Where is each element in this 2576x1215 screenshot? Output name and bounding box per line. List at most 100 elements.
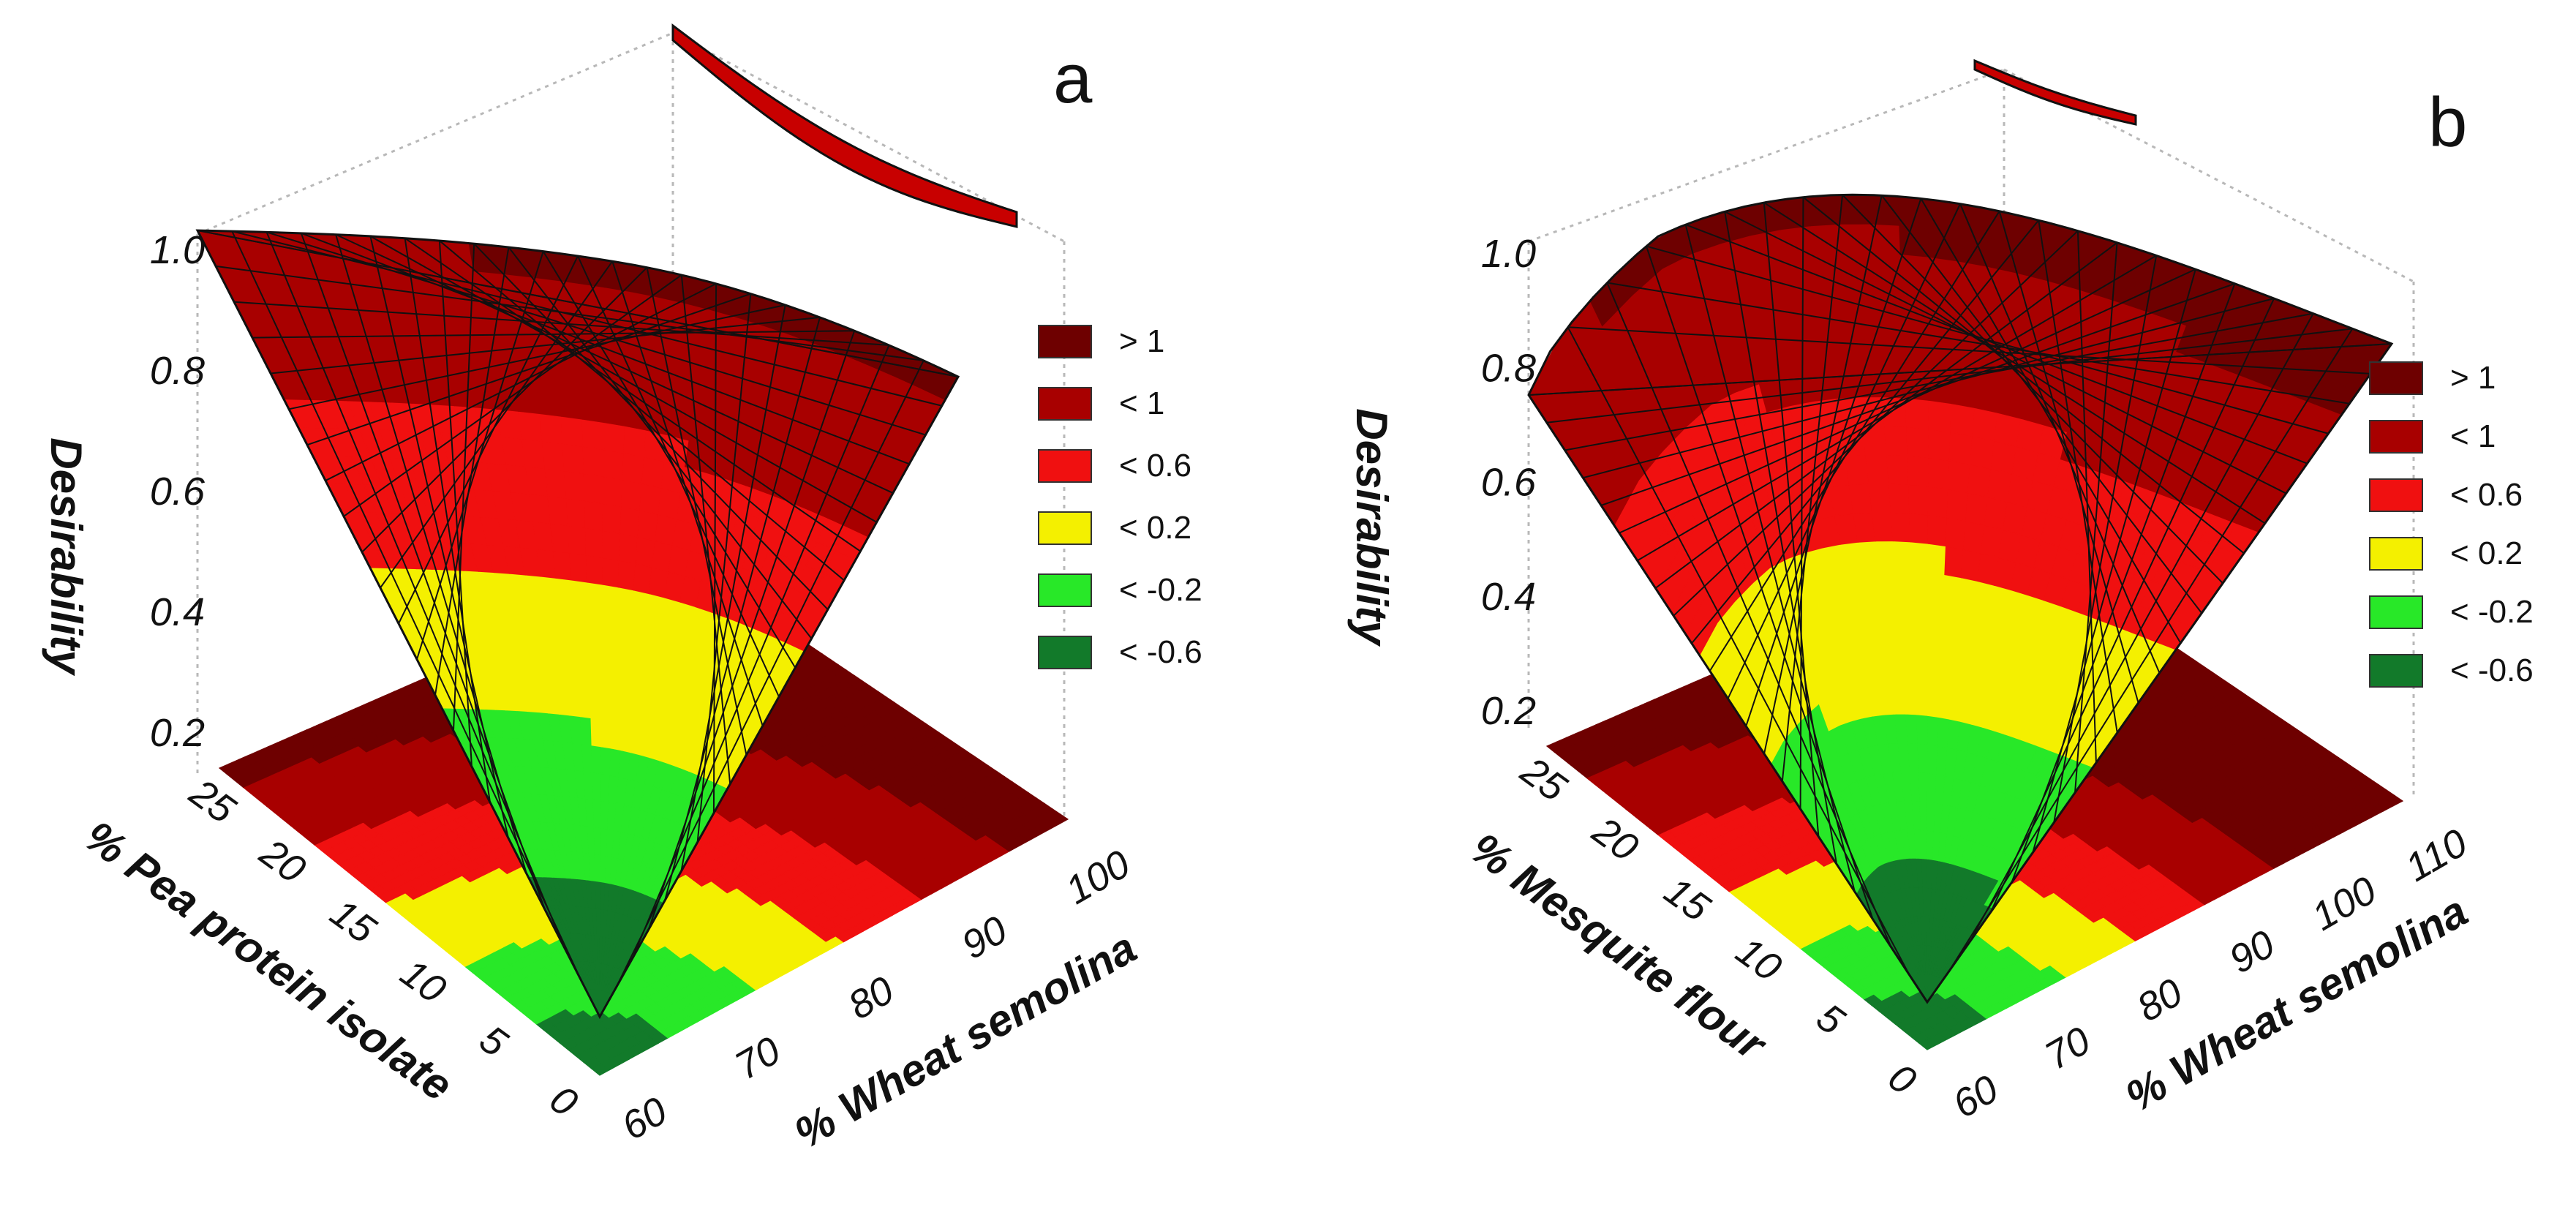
panel-a-surface-cell — [590, 691, 602, 719]
panel-a-legend-swatch — [1039, 636, 1091, 669]
panel-a-legend-swatch — [1039, 450, 1091, 482]
panel-a-surface-cell — [584, 473, 604, 503]
panel-a-surface-cell — [573, 607, 589, 636]
panel-a-legend-swatch — [1039, 326, 1091, 358]
panel-a-surface-cell — [577, 662, 590, 691]
panel-a-surface-cell — [586, 798, 595, 827]
panel-a-surface-cell — [603, 422, 625, 453]
panel-a-surface-cell — [579, 689, 591, 718]
panel-a-surface-cell — [526, 466, 548, 495]
panel-a-surface-cell — [595, 827, 601, 854]
panel-a-y-axis-title: % Wheat semolina — [786, 923, 1145, 1158]
panel-a-surface-cell — [602, 720, 613, 748]
panel-a-surface-cell — [602, 693, 614, 721]
panel-a-y-tick-label: 100 — [1058, 842, 1137, 913]
panel-a-surface-cell — [585, 500, 603, 530]
panel-a-box-edge — [197, 33, 673, 234]
panel-a-y-tick-label: 70 — [728, 1028, 788, 1088]
panel-a-z-tick-label: 0.8 — [150, 349, 205, 393]
panel-a-surface-cell — [566, 498, 585, 528]
panel-a-z-tick-label: 0.6 — [150, 470, 206, 514]
panel-a-x-tick-label: 5 — [472, 1017, 516, 1066]
panel-a-x-tick-label: 0 — [542, 1077, 586, 1125]
panel-a-legend-label: < -0.6 — [1119, 634, 1202, 670]
panel-a-surface-cell — [581, 392, 604, 423]
panel-a-legend-label: > 1 — [1119, 323, 1164, 359]
panel-a-surface-cell — [551, 252, 579, 283]
panel-a-z-tick-label: 0.4 — [150, 590, 205, 634]
panel-a-surface-cell — [565, 470, 585, 500]
panel-a-surface-cell — [602, 639, 616, 668]
panel-a-surface-cell — [591, 718, 602, 746]
panel-a-surface-cell — [540, 413, 563, 443]
panel-a-surface-cell — [570, 552, 587, 582]
panel-a-x-tick-label: 15 — [323, 891, 385, 952]
panel-a-surface-cell — [551, 523, 570, 552]
panel-a-surface-cell — [604, 395, 627, 426]
panel-a-surface-cell — [562, 633, 577, 662]
panel-a-surface-cell — [584, 771, 593, 800]
panel-a-projection-shape — [673, 26, 1017, 227]
panel-a-surface-cell — [603, 557, 619, 587]
panel-a-surface-cell — [586, 527, 603, 557]
panel-a-surface-cell — [596, 881, 601, 909]
panel-a-surface-cell — [603, 584, 618, 614]
panel-a-surface-cell — [619, 533, 638, 563]
panel-a-surface-cell — [524, 249, 553, 279]
panel-a-y-tick-label: 60 — [614, 1088, 674, 1148]
panel-a-surface-cell — [587, 555, 603, 584]
panel-a-surface-cell — [603, 476, 623, 506]
panel-a-surface-cell — [603, 530, 620, 560]
panel-a-surface-cell — [592, 745, 601, 774]
panel-a-surface-cell — [595, 854, 601, 881]
panel-a-legend-label: < 0.2 — [1119, 510, 1191, 546]
panel-a-legend-swatch — [1039, 512, 1091, 544]
panel-a-surface-cell — [561, 416, 583, 446]
panel-a-surface-cell — [572, 580, 588, 609]
panel-a-z-tick-label: 1.0 — [150, 228, 205, 272]
panel-a-surface-cell — [582, 744, 592, 772]
panel-a-surface-cell — [623, 453, 644, 484]
panel-a-surface-cell — [642, 456, 665, 487]
panel-a-surface-cell — [559, 606, 575, 635]
panel-a-surface-cell — [624, 426, 647, 456]
panel-a-surface-cell — [557, 361, 581, 392]
panel-a-surface-cell — [603, 612, 617, 641]
panel-a-surface-cell — [603, 503, 622, 533]
panel-a-surface-cell — [618, 560, 636, 590]
panel-a-surface-cell — [563, 443, 584, 473]
panel-a-surface-cell — [622, 480, 642, 511]
panel-a-x-tick-label: 20 — [252, 830, 314, 892]
panel-a-surface-cell — [565, 661, 579, 689]
panel-a-surface-cell — [537, 386, 561, 416]
panel-a-surface-cell — [522, 439, 546, 469]
panel-a-surface-cell — [640, 484, 661, 514]
panel-a-z-axis-title: Desirability — [42, 437, 91, 676]
panel-a-surface-cell — [578, 256, 605, 287]
panel-a-letter: a — [1053, 40, 1093, 118]
panel-a-surface-cell — [543, 441, 565, 471]
panel-a-surface-cell — [592, 772, 601, 801]
panel-a-y-tick-label: 80 — [841, 968, 901, 1028]
panel-a-legend-swatch — [1039, 574, 1091, 606]
panel-a-z-tick-label: 0.2 — [150, 711, 205, 755]
panel-a-surface-cell — [560, 389, 583, 419]
panel-a-legend-swatch — [1039, 388, 1091, 420]
panel-a-surface-cell — [617, 587, 634, 617]
panel-a-legend-label: < 1 — [1119, 385, 1164, 421]
panel-a-surface-cell — [584, 446, 604, 476]
panel-a-surface-cell — [546, 468, 567, 498]
panel-a-surface-cell — [554, 551, 572, 580]
panel-a-surface-cell — [548, 496, 568, 525]
panel-a-legend-label: < 0.6 — [1119, 448, 1191, 484]
panel-a-surface-cell — [620, 506, 640, 536]
panel-a-surface-cell — [519, 411, 543, 441]
panel-a-surface-cell — [530, 494, 551, 523]
panel-a-surface-cell — [581, 716, 592, 745]
panel-a-surface-cell — [587, 582, 603, 612]
panel-a-surface-cell — [590, 663, 602, 693]
panel-a-surface-cell — [588, 609, 603, 639]
